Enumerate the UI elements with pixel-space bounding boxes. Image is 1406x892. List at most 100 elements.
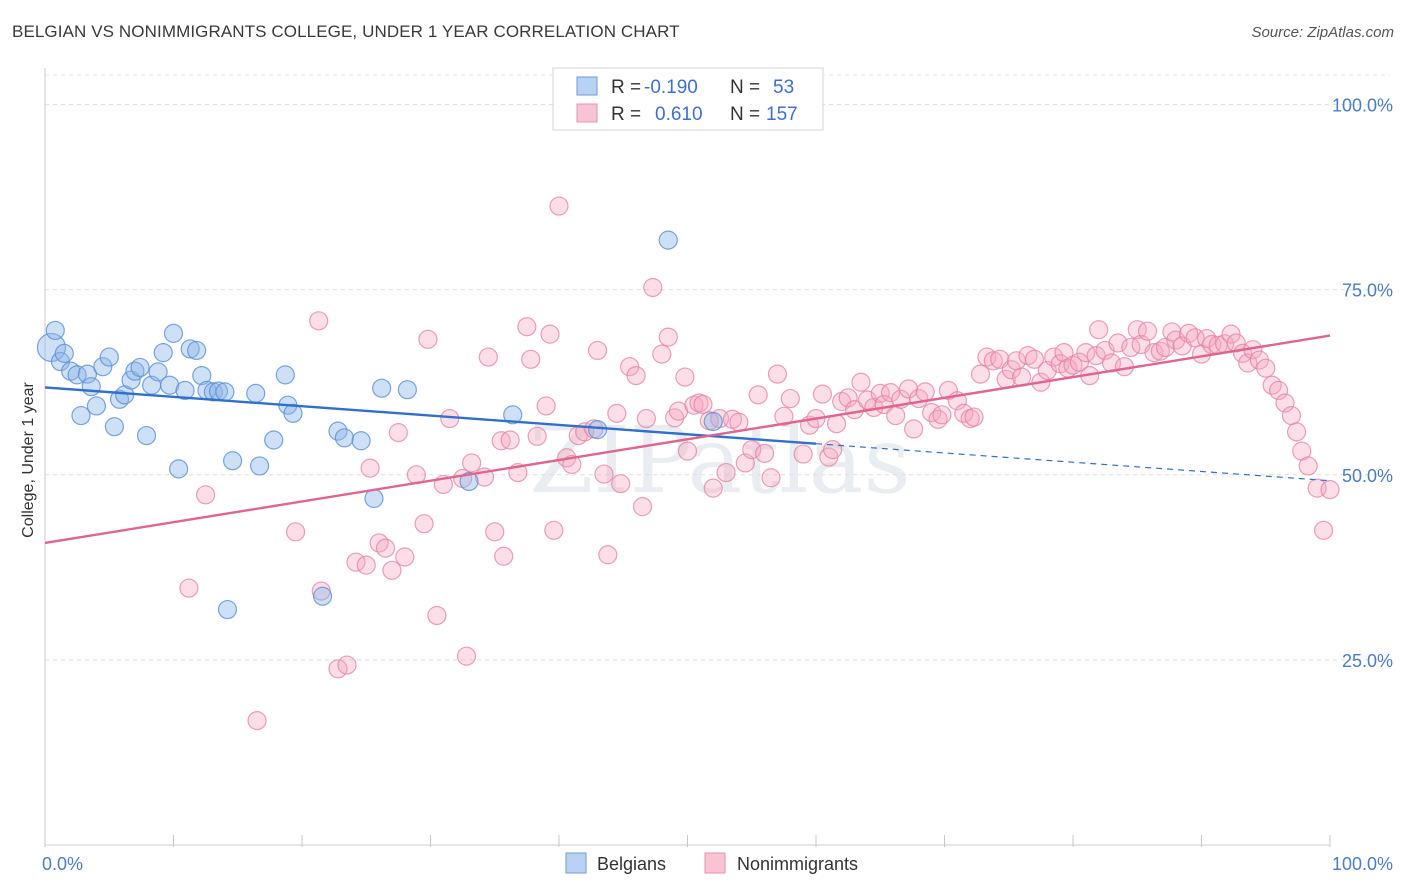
belgians-swatch: [565, 852, 587, 874]
nonimmigrants-point: [886, 405, 906, 426]
nonimmigrants-legend-swatch: [576, 103, 598, 123]
belgians-point: [136, 425, 157, 446]
nonimmigrants-point: [964, 407, 984, 427]
nonimmigrants-point: [838, 388, 858, 408]
nonimmigrants-point: [382, 560, 402, 580]
nonimmigrants-point: [761, 468, 781, 488]
belgians-point: [163, 323, 184, 343]
nonimmigrants-point: [880, 383, 901, 403]
nonimmigrants-point: [716, 462, 736, 483]
belgians-point: [45, 320, 65, 341]
y-tick-label: 50.0%: [1342, 466, 1393, 486]
nonimmigrants-point: [1298, 456, 1318, 476]
belgians-point: [397, 380, 417, 400]
legend-r-value-2: 0.610: [655, 104, 703, 125]
nonimmigrants-point: [983, 351, 1003, 371]
belgians-point: [160, 375, 180, 395]
legend-n-value-1: 53: [773, 77, 794, 98]
nonimmigrants-point: [1313, 520, 1334, 540]
nonimmigrants-point: [544, 520, 564, 540]
nonimmigrants-point: [870, 383, 890, 403]
belgians-point: [503, 405, 523, 425]
nonimmigrants-point: [1281, 405, 1302, 426]
belgians-point: [459, 471, 479, 492]
nonimmigrants-point: [517, 317, 537, 337]
nonimmigrants-point: [562, 454, 582, 475]
belgians-point: [81, 377, 101, 397]
belgians-point: [153, 343, 173, 363]
watermark: ZIPatlas: [529, 407, 910, 514]
y-tick-label: 25.0%: [1342, 651, 1393, 671]
legend-r-label-2: R =: [611, 104, 641, 125]
axes: [44, 68, 1331, 847]
nonimmigrants-point: [247, 711, 267, 731]
legend-r-value-1: -0.190: [644, 77, 698, 98]
belgians-point: [148, 362, 168, 382]
belgians-point: [264, 430, 284, 450]
chart-title: BELGIAN VS NONIMMIGRANTS COLLEGE, UNDER …: [12, 22, 680, 41]
nonimmigrants-point: [549, 196, 569, 216]
nonimmigrants-point: [742, 440, 762, 460]
nonimmigrants-point: [388, 423, 408, 443]
belgians-point: [192, 365, 212, 386]
nonimmigrants-point: [898, 379, 919, 399]
nonimmigrants-point: [1320, 480, 1340, 500]
nonimmigrants-point: [851, 372, 871, 392]
nonimmigrants-point: [693, 394, 713, 415]
nonimmigrants-point: [1226, 333, 1246, 353]
nonimmigrants-point: [598, 545, 618, 565]
nonimmigrants-point: [793, 444, 813, 464]
belgians-point: [54, 343, 74, 363]
x-tick-label-min: 0.0%: [42, 854, 83, 874]
nonimmigrants-point: [675, 367, 695, 387]
legend-n-label-1: N =: [730, 77, 760, 98]
belgians-trend-line: [44, 386, 817, 445]
belgians-point: [93, 357, 113, 377]
nonimmigrants-point: [812, 384, 833, 404]
belgians-point: [86, 396, 107, 416]
nonimmigrants-point: [1137, 321, 1158, 341]
belgians-point: [215, 382, 235, 402]
belgians-point: [223, 451, 243, 471]
nonimmigrants-point: [652, 344, 672, 364]
nonimmigrants-point: [500, 430, 520, 450]
nonimmigrants-point: [375, 538, 396, 558]
nonimmigrants-point: [780, 388, 800, 409]
nonimmigrants-point: [767, 364, 788, 384]
nonimmigrants-point: [369, 533, 389, 553]
belgians-point: [364, 488, 384, 509]
nonimmigrants-point: [356, 555, 376, 575]
nonimmigrants-point: [1275, 393, 1295, 413]
trend-lines: [44, 334, 1331, 545]
belgians-point: [334, 428, 355, 448]
belgians-point: [175, 380, 195, 401]
nonimmigrants-point: [418, 329, 438, 349]
nonimmigrants-point: [337, 655, 357, 675]
grid-lines: [45, 74, 1390, 661]
y-axis-label: College, Under 1 year: [20, 382, 37, 538]
belgians-legend-label: Belgians: [597, 854, 666, 874]
nonimmigrants-point: [1221, 324, 1241, 344]
nonimmigrants-point: [611, 474, 631, 494]
nonimmigrants-point: [179, 578, 199, 598]
nonimmigrants-point: [904, 419, 924, 439]
nonimmigrants-point: [643, 277, 663, 298]
nonimmigrants-point: [636, 408, 656, 429]
nonimmigrants-point: [414, 514, 434, 534]
nonimmigrants-point: [1086, 346, 1106, 366]
nonimmigrants-point: [521, 349, 541, 369]
nonimmigrants-point: [527, 426, 547, 446]
nonimmigrants-point: [1108, 333, 1128, 353]
belgians-point: [372, 378, 392, 398]
nonimmigrants-point: [196, 485, 216, 505]
x-tick-labels: 0.0% 100.0%: [42, 854, 1393, 874]
belgians-point: [77, 364, 98, 384]
nonimmigrants-point: [1268, 380, 1289, 401]
nonimmigrants-point: [1024, 349, 1045, 369]
x-tick-label-max: 100.0%: [1332, 854, 1393, 874]
nonimmigrants-point: [774, 406, 794, 426]
nonimmigrants-point: [607, 403, 627, 423]
y-tick-labels: 25.0% 50.0% 75.0% 100.0%: [1332, 96, 1393, 671]
legend-n-value-2: 157: [766, 104, 798, 125]
